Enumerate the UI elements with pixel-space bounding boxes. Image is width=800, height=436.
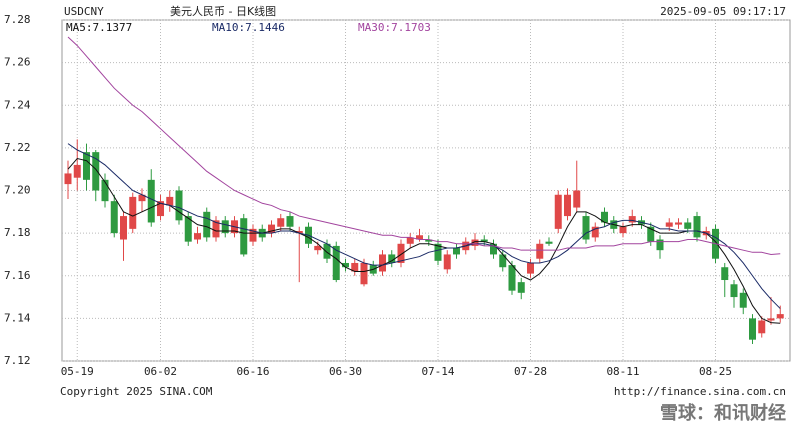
candle-body	[110, 201, 118, 234]
candle-body	[545, 241, 553, 244]
candle-body	[249, 228, 257, 242]
candle-body	[601, 211, 608, 223]
candle-body	[323, 243, 331, 259]
candle-body	[490, 243, 497, 255]
candle-body	[379, 254, 386, 272]
candle-body	[64, 173, 72, 185]
candle-body	[360, 262, 368, 285]
candle-body	[351, 262, 359, 272]
candle-body	[573, 190, 581, 208]
legend-entry: MA30:7.1703	[358, 21, 431, 34]
candle-body	[684, 222, 692, 229]
candle-body	[92, 152, 100, 191]
candle-body	[138, 194, 146, 202]
candle-body	[499, 254, 507, 268]
candle-body	[212, 220, 220, 238]
candle-body	[554, 194, 562, 229]
candle-body	[693, 216, 701, 238]
y-tick-label: 7.22	[4, 141, 31, 154]
candle-body	[175, 190, 183, 221]
x-tick-label: 05-19	[61, 365, 94, 378]
candle-body	[536, 243, 544, 259]
y-tick-label: 7.12	[4, 354, 31, 367]
candle-body	[480, 239, 488, 242]
candle-body	[332, 245, 340, 281]
candle-body	[166, 196, 174, 206]
candle-body	[508, 265, 516, 291]
x-tick-label: 08-11	[606, 365, 639, 378]
candle-body	[397, 243, 405, 263]
y-tick-label: 7.20	[4, 184, 31, 197]
candle-body	[776, 314, 784, 319]
candle-body	[721, 267, 729, 281]
copyright: Copyright 2025 SINA.COM	[60, 385, 213, 398]
candle-body	[184, 216, 192, 242]
x-tick-label: 06-30	[329, 365, 362, 378]
candle-body	[101, 179, 109, 202]
candle-body	[277, 218, 285, 227]
candle-body	[591, 226, 599, 238]
candle-body	[416, 235, 423, 240]
candle-body	[749, 318, 756, 340]
candle-body	[425, 239, 433, 242]
ma-line	[67, 36, 781, 255]
x-tick-label: 06-02	[144, 365, 177, 378]
timestamp: 2025-09-05 09:17:17	[660, 5, 786, 18]
candle-body	[471, 239, 479, 246]
candle-body	[73, 164, 81, 178]
candle-body	[527, 262, 534, 274]
candle-body	[295, 230, 303, 234]
candle-body	[453, 248, 460, 255]
y-tick-label: 7.18	[4, 226, 31, 239]
x-tick-label: 06-16	[236, 365, 269, 378]
candle-body	[758, 320, 766, 334]
candle-body	[656, 239, 664, 251]
watermark: 雪球：和讯财经	[660, 402, 786, 424]
candle-body	[406, 237, 414, 244]
candle-body	[157, 201, 164, 217]
x-tick-label: 07-14	[421, 365, 454, 378]
candle-body	[730, 284, 738, 298]
candle-body	[739, 292, 747, 308]
candle-body	[129, 196, 137, 229]
symbol: USDCNY	[64, 5, 104, 18]
candle-body	[194, 233, 201, 240]
x-tick-label: 07-28	[514, 365, 547, 378]
candle-body	[388, 254, 396, 263]
candle-body	[675, 222, 682, 225]
candle-body	[647, 226, 655, 242]
candle-body	[268, 224, 275, 234]
candle-body	[564, 194, 571, 217]
candle-body	[314, 245, 322, 251]
ma-line	[67, 143, 781, 309]
candle-body	[221, 220, 229, 234]
chart-title: 美元人民币 - 日K线图	[170, 4, 276, 18]
candle-body	[665, 222, 673, 227]
y-tick-label: 7.16	[4, 269, 31, 282]
candle-body	[83, 152, 90, 180]
y-tick-label: 7.24	[4, 98, 31, 111]
candle-body	[517, 282, 525, 293]
x-tick-label: 08-25	[699, 365, 732, 378]
candle-body	[767, 318, 775, 321]
candle-body	[120, 216, 127, 240]
candle-body	[240, 218, 248, 255]
candle-body	[443, 254, 451, 270]
y-tick-label: 7.26	[4, 56, 31, 69]
candle-body	[582, 216, 590, 240]
y-tick-label: 7.28	[4, 13, 31, 26]
legend-entry: MA5:7.1377	[66, 21, 132, 34]
ma-line	[67, 157, 781, 324]
y-tick-label: 7.14	[4, 311, 31, 324]
candle-body	[203, 211, 211, 238]
legend-entry: MA10:7.1446	[212, 21, 285, 34]
candle-body	[147, 179, 155, 223]
candle-body	[619, 226, 627, 234]
candle-body	[628, 216, 636, 223]
candle-body	[434, 243, 442, 261]
source: http://finance.sina.com.cn	[614, 385, 786, 398]
candle-body	[286, 216, 294, 227]
candle-body	[342, 262, 349, 268]
